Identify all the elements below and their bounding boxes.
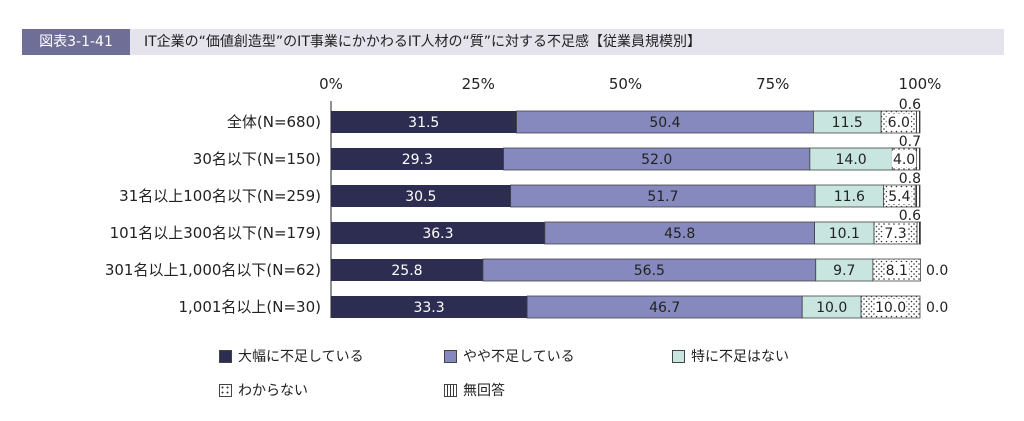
data-label: 0.0 [926, 263, 948, 279]
legend-item: 無回答 [444, 380, 505, 400]
data-label: 0.8 [899, 171, 921, 187]
legend-item: やや不足している [444, 346, 575, 366]
data-label: 9.7 [833, 263, 855, 279]
legend-label: 特に不足はない [691, 349, 789, 365]
data-label: 29.3 [402, 152, 433, 168]
data-label: 51.7 [647, 189, 678, 205]
legend-item: わからない [219, 380, 308, 400]
bar-segment [331, 148, 504, 170]
data-label: 10.1 [829, 226, 860, 242]
data-label: 0.6 [899, 208, 921, 224]
data-label: 11.6 [834, 189, 865, 205]
bar-segment [331, 185, 511, 207]
data-label: 0.7 [899, 134, 921, 150]
data-label: 25.8 [391, 263, 422, 279]
data-label: 46.7 [649, 300, 680, 316]
legend-swatch [444, 383, 457, 397]
data-label: 50.4 [649, 115, 680, 131]
figure-title: IT企業の“価値創造型”のIT事業にかかわるIT人材の“質”に対する不足感【従業… [144, 34, 702, 50]
bar-segment [916, 110, 921, 134]
data-label-bg [891, 151, 917, 167]
data-label: 30.5 [405, 189, 436, 205]
legend-item: 大幅に不足している [219, 346, 364, 366]
category-label: 31名以上100名以下(N=259) [119, 187, 321, 205]
bar-segment [331, 111, 517, 133]
category-label: 101名以上300名以下(N=179) [110, 224, 321, 242]
legend-swatch [672, 349, 685, 363]
data-label: 5.4 [888, 189, 910, 205]
legend-swatch [444, 349, 457, 363]
data-label: 0.0 [926, 300, 948, 316]
data-label: 33.3 [413, 300, 444, 316]
bar-segment [331, 222, 545, 244]
data-label: 14.0 [836, 152, 867, 168]
legend-label: やや不足している [463, 349, 575, 365]
data-label: 36.3 [422, 226, 453, 242]
data-label: 10.0 [875, 300, 906, 316]
data-label: 52.0 [641, 152, 672, 168]
x-tick-label: 50% [609, 75, 642, 93]
x-tick-label: 100% [899, 75, 942, 93]
legend-item: 特に不足はない [672, 346, 789, 366]
data-label: 45.8 [664, 226, 695, 242]
bar-segment [331, 296, 528, 318]
data-label: 10.0 [816, 300, 847, 316]
data-label: 11.5 [832, 115, 863, 131]
data-label: 7.3 [884, 226, 906, 242]
data-label: 56.5 [634, 263, 665, 279]
data-label-bg [886, 114, 912, 130]
legend-label: わからない [238, 383, 308, 399]
legend-label: 大幅に不足している [238, 349, 364, 365]
x-tick-label: 75% [756, 75, 789, 93]
data-label: 6.0 [888, 115, 910, 131]
legend-swatch [219, 349, 232, 363]
category-label: 30名以下(N=150) [193, 150, 321, 168]
data-label-bg [883, 225, 908, 241]
category-label: 1,001名以上(N=30) [178, 298, 321, 316]
bar-segment [916, 221, 921, 245]
x-tick-label: 25% [462, 75, 495, 93]
data-label: 31.5 [408, 115, 439, 131]
data-label: 4.0 [893, 152, 915, 168]
data-label-bg [887, 188, 912, 204]
data-label-bg [884, 262, 909, 278]
figure-number: 図表3-1-41 [22, 29, 130, 55]
data-label-bg [874, 299, 907, 315]
x-tick-label: 0% [319, 75, 343, 93]
bar-segment [331, 259, 483, 281]
category-label: 301名以上1,000名以下(N=62) [105, 261, 321, 279]
data-label: 8.1 [886, 263, 908, 279]
bar-segment [914, 184, 921, 208]
legend-label: 無回答 [463, 383, 505, 399]
figure-title-bar: 図表3-1-41 IT企業の“価値創造型”のIT事業にかかわるIT人材の“質”に… [22, 29, 1004, 55]
data-label: 0.6 [899, 97, 921, 113]
legend-swatch [219, 383, 232, 397]
bar-segment [915, 147, 921, 171]
category-label: 全体(N=680) [227, 113, 321, 131]
